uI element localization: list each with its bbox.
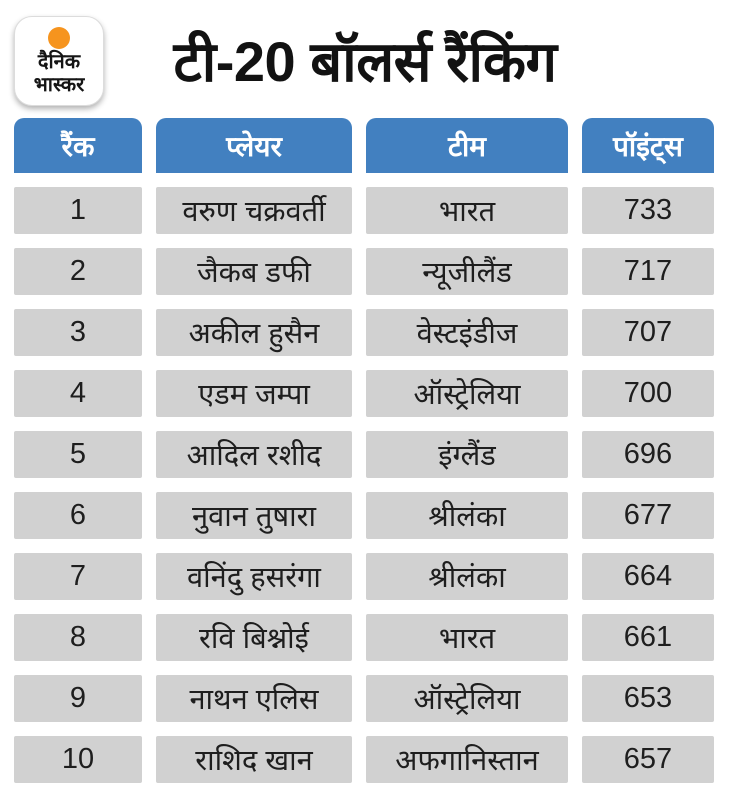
cell-team: ऑस्ट्रेलिया <box>366 675 568 722</box>
ranking-table: रैंक प्लेयर टीम पॉइंट्स 1 वरुण चक्रवर्ती… <box>14 118 714 783</box>
cell-rank: 8 <box>14 614 142 661</box>
cell-rank: 7 <box>14 553 142 600</box>
cell-points: 733 <box>582 187 714 234</box>
cell-points: 664 <box>582 553 714 600</box>
cell-rank: 6 <box>14 492 142 539</box>
cell-rank: 10 <box>14 736 142 783</box>
cell-team: अफगानिस्तान <box>366 736 568 783</box>
column-header-points: पॉइंट्स <box>582 118 714 173</box>
cell-player: राशिद खान <box>156 736 352 783</box>
cell-points: 700 <box>582 370 714 417</box>
cell-team: वेस्टइंडीज <box>366 309 568 356</box>
cell-rank: 9 <box>14 675 142 722</box>
cell-team: श्रीलंका <box>366 492 568 539</box>
cell-points: 717 <box>582 248 714 295</box>
cell-points: 653 <box>582 675 714 722</box>
cell-player: एडम जम्पा <box>156 370 352 417</box>
cell-rank: 5 <box>14 431 142 478</box>
cell-player: रवि बिश्नोई <box>156 614 352 661</box>
cell-rank: 4 <box>14 370 142 417</box>
cell-team: श्रीलंका <box>366 553 568 600</box>
cell-points: 707 <box>582 309 714 356</box>
topbar: दैनिक भास्कर टी-20 बॉलर्स रैंकिंग <box>14 14 716 106</box>
cell-rank: 2 <box>14 248 142 295</box>
cell-points: 661 <box>582 614 714 661</box>
cell-points: 677 <box>582 492 714 539</box>
page-title: टी-20 बॉलर्स रैंकिंग <box>173 30 557 93</box>
cell-points: 696 <box>582 431 714 478</box>
dainik-bhaskar-logo: दैनिक भास्कर <box>14 16 104 106</box>
cell-team: न्यूजीलैंड <box>366 248 568 295</box>
cell-rank: 3 <box>14 309 142 356</box>
cell-player: नाथन एलिस <box>156 675 352 722</box>
sun-dot-icon <box>48 26 70 49</box>
cell-player: वनिंदु हसरंगा <box>156 553 352 600</box>
cell-player: जैकब डफी <box>156 248 352 295</box>
cell-player: वरुण चक्रवर्ती <box>156 187 352 234</box>
cell-team: भारत <box>366 614 568 661</box>
cell-player: आदिल रशीद <box>156 431 352 478</box>
cell-player: नुवान तुषारा <box>156 492 352 539</box>
cell-player: अकील हुसैन <box>156 309 352 356</box>
cell-team: भारत <box>366 187 568 234</box>
cell-rank: 1 <box>14 187 142 234</box>
cell-team: इंग्लैंड <box>366 431 568 478</box>
cell-team: ऑस्ट्रेलिया <box>366 370 568 417</box>
column-header-player: प्लेयर <box>156 118 352 173</box>
column-header-team: टीम <box>366 118 568 173</box>
column-header-rank: रैंक <box>14 118 142 173</box>
logo-text-line1: दैनिक <box>37 50 81 73</box>
cell-points: 657 <box>582 736 714 783</box>
logo-text-line2: भास्कर <box>33 74 85 96</box>
